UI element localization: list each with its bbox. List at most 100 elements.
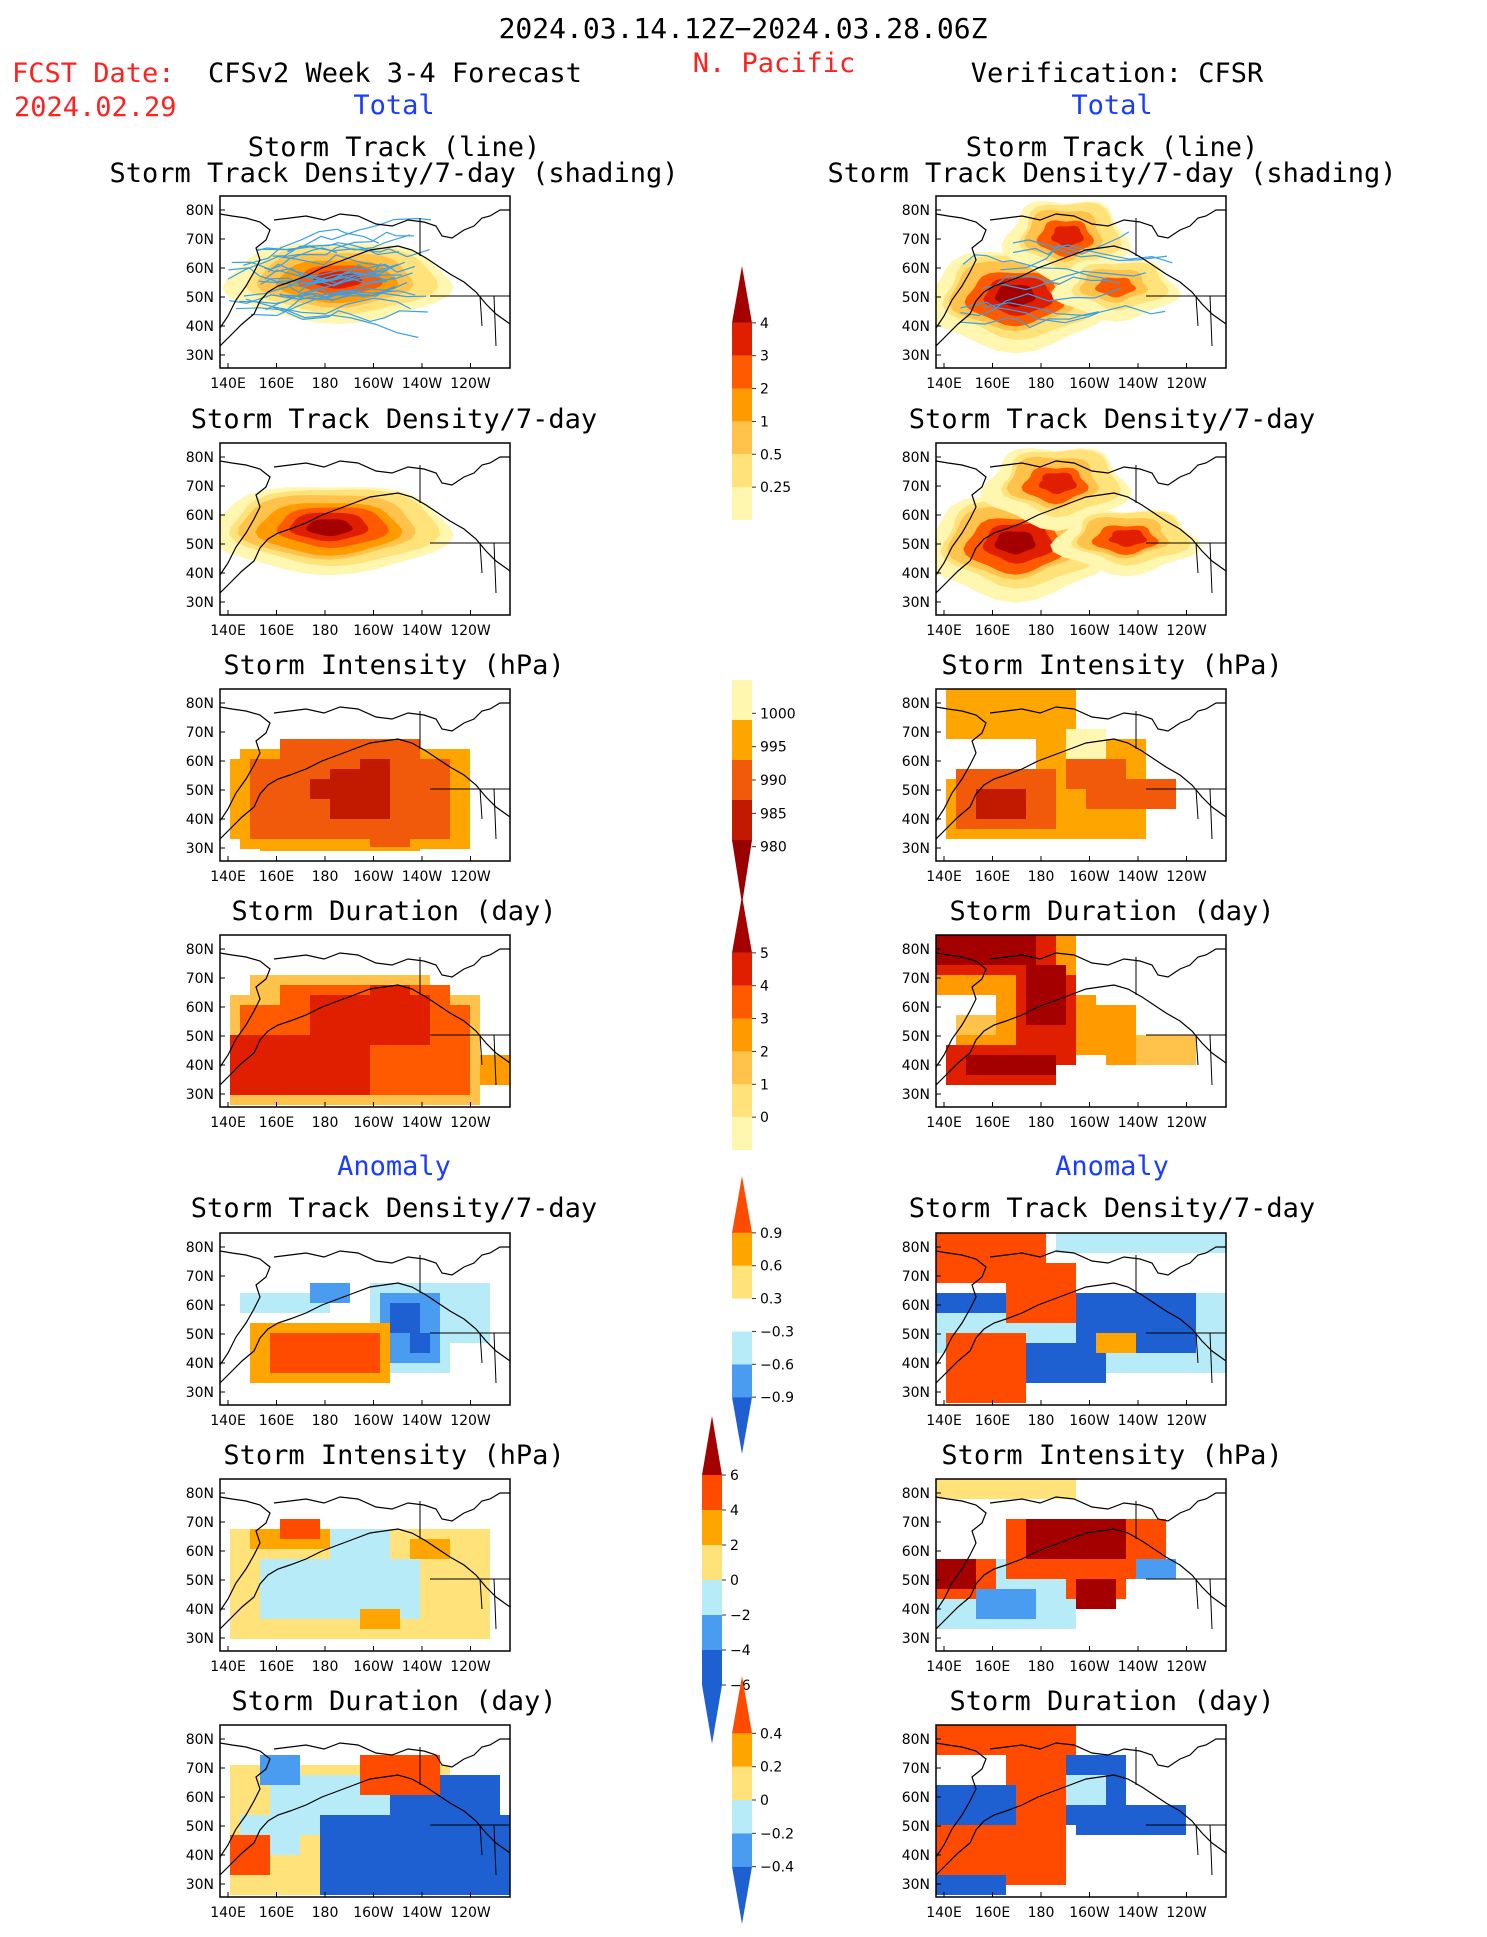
lon-tick-label: 160E xyxy=(259,1905,295,1921)
colorbar-label: 0.5 xyxy=(760,447,782,463)
coastline xyxy=(220,1774,510,1876)
colorbar-label: 0 xyxy=(760,1110,769,1126)
map-frame xyxy=(935,1724,1227,1898)
colorbar-label: 6 xyxy=(730,1468,739,1484)
lon-tick-label: 140E xyxy=(210,376,246,392)
colorbar-label: 0.4 xyxy=(760,1726,782,1742)
lon-tick-label: 160W xyxy=(1069,1659,1110,1675)
storm-track-line xyxy=(257,234,411,252)
lon-tick-label: 140W xyxy=(402,623,443,639)
lat-tick-label: 70N xyxy=(186,479,214,495)
lon-tick-label: 180 xyxy=(312,1115,339,1131)
colorbar-density: 4 3 2 1 0.5 0.25 xyxy=(732,266,791,520)
map-frame xyxy=(935,688,1227,862)
coastline-arctic xyxy=(273,456,510,486)
lat-tick-label: 80N xyxy=(186,1240,214,1256)
lat-tick-label: 60N xyxy=(186,508,214,524)
colorbar-segment xyxy=(732,487,752,520)
colorbar-arrow xyxy=(732,1676,752,1734)
lat-tick-label: 40N xyxy=(902,1058,930,1074)
lon-tick-label: 180 xyxy=(1028,623,1055,639)
lat-tick-label: 40N xyxy=(186,1602,214,1618)
lat-tick-label: 70N xyxy=(902,479,930,495)
coastline-asia xyxy=(220,213,271,329)
lat-tick-label: 40N xyxy=(902,812,930,828)
lat-tick-label: 40N xyxy=(902,1848,930,1864)
lat-tick-label: 40N xyxy=(186,1058,214,1074)
lat-tick-label: 50N xyxy=(902,290,930,306)
lat-tick-label: 50N xyxy=(186,1573,214,1589)
lon-tick-label: 160W xyxy=(353,1115,394,1131)
lon-tick-label: 160E xyxy=(975,1413,1011,1429)
coastline-asia xyxy=(220,706,271,822)
colorbar-segment xyxy=(732,720,752,760)
lon-tick-label: 180 xyxy=(312,1905,339,1921)
coastline-arctic xyxy=(989,1492,1226,1522)
colorbar-segment xyxy=(732,1298,752,1332)
lon-tick-label: 160W xyxy=(353,869,394,885)
map-frame xyxy=(935,934,1227,1108)
political-border xyxy=(1135,1255,1226,1384)
panel-title-anom-density-left: Storm Track Density/7-day xyxy=(190,1193,598,1224)
coastline-arctic xyxy=(989,702,1226,732)
lat-tick-label: 70N xyxy=(902,1269,930,1285)
map-cfsr-duration: 80N 70N 60N 50N 40N 30N 140E 160E 180 160W 140W 120… xyxy=(902,934,1227,1131)
lon-tick-label: 140W xyxy=(1118,1905,1159,1921)
lon-tick-label: 180 xyxy=(1028,1659,1055,1675)
coastline xyxy=(220,492,510,594)
storm-track-line xyxy=(258,272,413,288)
coastline xyxy=(220,245,510,347)
lon-tick-label: 120W xyxy=(450,1413,491,1429)
colorbar-segment xyxy=(732,1833,752,1867)
lon-tick-label: 160W xyxy=(353,376,394,392)
lat-tick-label: 30N xyxy=(902,348,930,364)
lon-tick-label: 140W xyxy=(402,1115,443,1131)
map-cfsr-anom-intensity: 80N 70N 60N 50N 40N 30N 140E 160E 180 160W 140W 120… xyxy=(902,1478,1227,1675)
storm-track-line xyxy=(982,275,1121,289)
lon-tick-label: 120W xyxy=(1166,869,1207,885)
lat-tick-label: 40N xyxy=(902,566,930,582)
coastline-arctic xyxy=(989,1246,1226,1276)
lat-tick-label: 40N xyxy=(186,319,214,335)
lon-tick-label: 180 xyxy=(312,1413,339,1429)
lon-tick-label: 160W xyxy=(1069,1413,1110,1429)
colorbar-segment xyxy=(732,355,752,389)
colorbar-segment xyxy=(732,1117,752,1150)
lon-tick-label: 120W xyxy=(450,1905,491,1921)
lat-tick-label: 40N xyxy=(902,319,930,335)
anomaly-label-right: Anomaly xyxy=(1055,1151,1169,1182)
colorbar-label: −4 xyxy=(730,1643,751,1659)
map-frame xyxy=(219,1232,511,1406)
colorbar-label: 985 xyxy=(760,806,787,822)
lon-tick-label: 140W xyxy=(402,869,443,885)
lon-tick-label: 140W xyxy=(1118,623,1159,639)
lon-tick-label: 140W xyxy=(402,1659,443,1675)
total-label-left: Total xyxy=(353,90,435,121)
lat-tick-label: 30N xyxy=(902,595,930,611)
lon-tick-label: 140E xyxy=(210,1115,246,1131)
panel-title-anom-duration-left: Storm Duration (day) xyxy=(231,1686,557,1717)
colorbar-segment xyxy=(732,680,752,720)
lon-tick-label: 120W xyxy=(1166,1905,1207,1921)
storm-track-line xyxy=(263,267,390,282)
colorbar-segment xyxy=(732,1733,752,1767)
lat-tick-label: 60N xyxy=(186,754,214,770)
storm-track-line xyxy=(960,288,1121,317)
lon-tick-label: 160E xyxy=(259,1413,295,1429)
total-label-right: Total xyxy=(1071,90,1153,121)
political-border xyxy=(419,711,510,840)
lat-tick-label: 80N xyxy=(902,1240,930,1256)
lon-tick-label: 140W xyxy=(402,1905,443,1921)
colorbar-segment xyxy=(732,800,752,840)
lon-tick-label: 140W xyxy=(1118,376,1159,392)
lon-tick-label: 140E xyxy=(210,623,246,639)
colorbar-label: 1000 xyxy=(760,706,796,722)
lon-tick-label: 160W xyxy=(353,1905,394,1921)
colorbar-label: 3 xyxy=(760,349,769,365)
lat-tick-label: 50N xyxy=(186,1029,214,1045)
colorbar-segment xyxy=(732,322,752,356)
lon-tick-label: 160E xyxy=(975,1905,1011,1921)
lat-tick-label: 80N xyxy=(186,450,214,466)
panel-title-intensity-right: Storm Intensity (hPa) xyxy=(941,650,1283,681)
coastline-arctic xyxy=(989,209,1226,239)
